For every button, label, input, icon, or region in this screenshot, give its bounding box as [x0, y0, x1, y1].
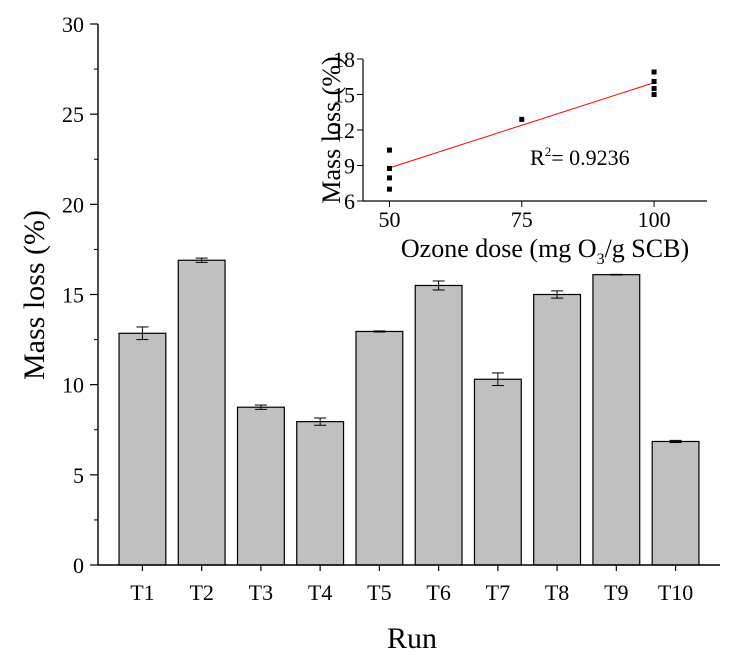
bar-t5 [355, 330, 404, 566]
inset-y-tick-label: 15 [333, 83, 355, 108]
r-squared-exponent: 2 [545, 144, 552, 159]
y-tick-label: 20 [62, 192, 84, 217]
x-tick-label: T7 [486, 580, 510, 605]
inset-y-tick-label: 18 [333, 47, 355, 72]
inset-xlabel-subscript: 3 [597, 251, 605, 268]
inset-x-tick-label: 50 [378, 207, 400, 232]
error-bar-series [136, 257, 682, 444]
y-axis-title: Mass loss (%) [18, 210, 51, 380]
y-axis-ticks: 0 5 10 15 20 25 30 [62, 12, 98, 578]
bar-t6 [414, 284, 463, 566]
r-squared-symbol: R [530, 145, 545, 170]
inset-x-axis-ticks: 50 75 100 [378, 201, 671, 232]
main-bar-chart: 0 5 10 15 20 25 30 T1 T2 T3 T4 T5 T6 T7 T8 T9 T10 Run M… [18, 12, 720, 655]
x-axis-title: Run [387, 622, 437, 655]
bar-t3 [236, 406, 285, 566]
x-tick-label: T2 [189, 580, 213, 605]
r-squared-annotation: R2= 0.9236 [530, 144, 630, 170]
bar-t1 [118, 332, 167, 566]
x-tick-label: T4 [308, 580, 332, 605]
bar-t10 [651, 440, 700, 566]
inset-x-tick-label: 100 [638, 207, 671, 232]
inset-xlabel-prefix: Ozone dose (mg O [401, 234, 597, 263]
data-point [651, 92, 657, 97]
data-point [386, 186, 392, 192]
x-tick-label: T1 [130, 580, 154, 605]
bar-t8 [533, 293, 582, 566]
y-tick-label: 0 [73, 553, 84, 578]
x-tick-label: T10 [658, 580, 693, 605]
x-tick-label: T9 [604, 580, 628, 605]
y-tick-label: 15 [62, 283, 84, 308]
inset-fit-line [389, 82, 655, 169]
x-tick-label: T6 [426, 580, 450, 605]
inset-y-tick-label: 9 [344, 154, 355, 179]
inset-y-tick-label: 12 [333, 118, 355, 143]
y-tick-label: 5 [73, 463, 84, 488]
data-point [386, 147, 392, 153]
r-squared-value: = 0.9236 [551, 145, 629, 170]
data-point [519, 116, 525, 122]
linear-fit-line [389, 82, 655, 169]
x-tick-label: T5 [367, 580, 391, 605]
inset-y-axis-ticks: 6 9 12 15 18 [333, 47, 363, 214]
bar-series [118, 259, 700, 566]
data-point [651, 69, 657, 75]
bar-t9 [592, 274, 641, 566]
bar-t4 [296, 421, 345, 566]
bar-t7 [473, 378, 522, 566]
inset-y-tick-label: 6 [344, 189, 355, 214]
inset-xlabel-suffix: /g SCB) [605, 234, 690, 263]
data-point [386, 175, 392, 181]
x-tick-label: T8 [545, 580, 569, 605]
inset-x-tick-label: 75 [511, 207, 533, 232]
inset-y-axis-title: Mass loss (%) [317, 56, 346, 203]
inset-scatter-chart: 6 9 12 15 18 50 75 100 R2= 0.9236 Ozone dose (… [317, 47, 707, 268]
inset-x-axis-title: Ozone dose (mg O3/g SCB) [401, 234, 689, 268]
inset-data-points [386, 69, 657, 192]
data-point [651, 86, 657, 92]
y-tick-label: 10 [62, 373, 84, 398]
y-tick-label: 30 [62, 12, 84, 37]
x-axis-ticks: T1 T2 T3 T4 T5 T6 T7 T8 T9 T10 [130, 565, 693, 605]
bar-t2 [177, 259, 226, 566]
data-point [651, 78, 657, 84]
x-tick-label: T3 [249, 580, 273, 605]
y-tick-label: 25 [62, 102, 84, 127]
data-point [386, 165, 392, 171]
